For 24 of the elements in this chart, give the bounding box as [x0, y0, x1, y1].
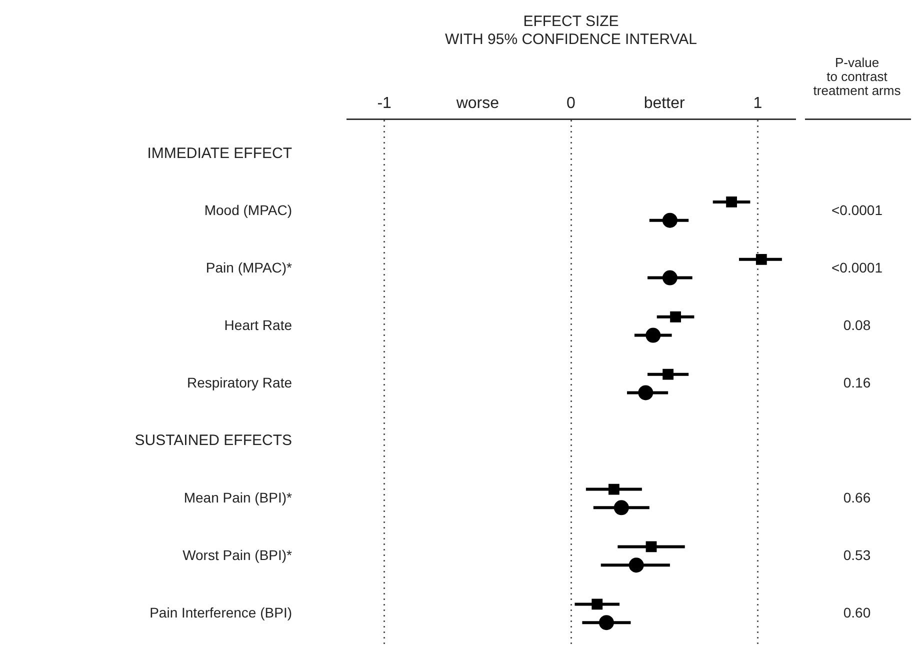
y-tick-label: Respiratory Rate [186, 374, 292, 390]
x-tick-label: -1 [377, 95, 392, 112]
x-tick-label: better [644, 95, 686, 112]
x-tick-label: 0 [566, 95, 576, 112]
x-tick-label: worse [455, 95, 500, 112]
text: P-value to contrast treatment arms [813, 54, 902, 98]
text: 0.66 [843, 489, 871, 506]
y-tick-label: Heart Rate [224, 316, 292, 333]
x-tick-label: 1 [753, 95, 762, 112]
text: 0.08 [843, 316, 871, 333]
text: <0.0001 [832, 259, 883, 276]
text: 0.16 [843, 374, 871, 390]
chart-subtitle: WITH 95% CONFIDENCE INTERVAL [445, 31, 697, 48]
y-tick-label: SUSTAINED EFFECTS [134, 432, 292, 450]
y-tick-label: Worst Pain (BPI)* [182, 546, 293, 563]
text: <0.0001 [832, 202, 883, 218]
y-tick-label: Mood (MPAC) [204, 202, 292, 218]
y-tick-label: Pain Interference (BPI) [150, 604, 292, 620]
text: 0.60 [843, 604, 871, 620]
y-tick-label: IMMEDIATE EFFECT [147, 144, 292, 162]
y-tick-label: Pain (MPAC)* [206, 259, 293, 276]
text: 0.53 [843, 546, 871, 563]
y-tick-label: Mean Pain (BPI)* [184, 489, 293, 506]
chart-title: EFFECT SIZE [523, 13, 619, 30]
